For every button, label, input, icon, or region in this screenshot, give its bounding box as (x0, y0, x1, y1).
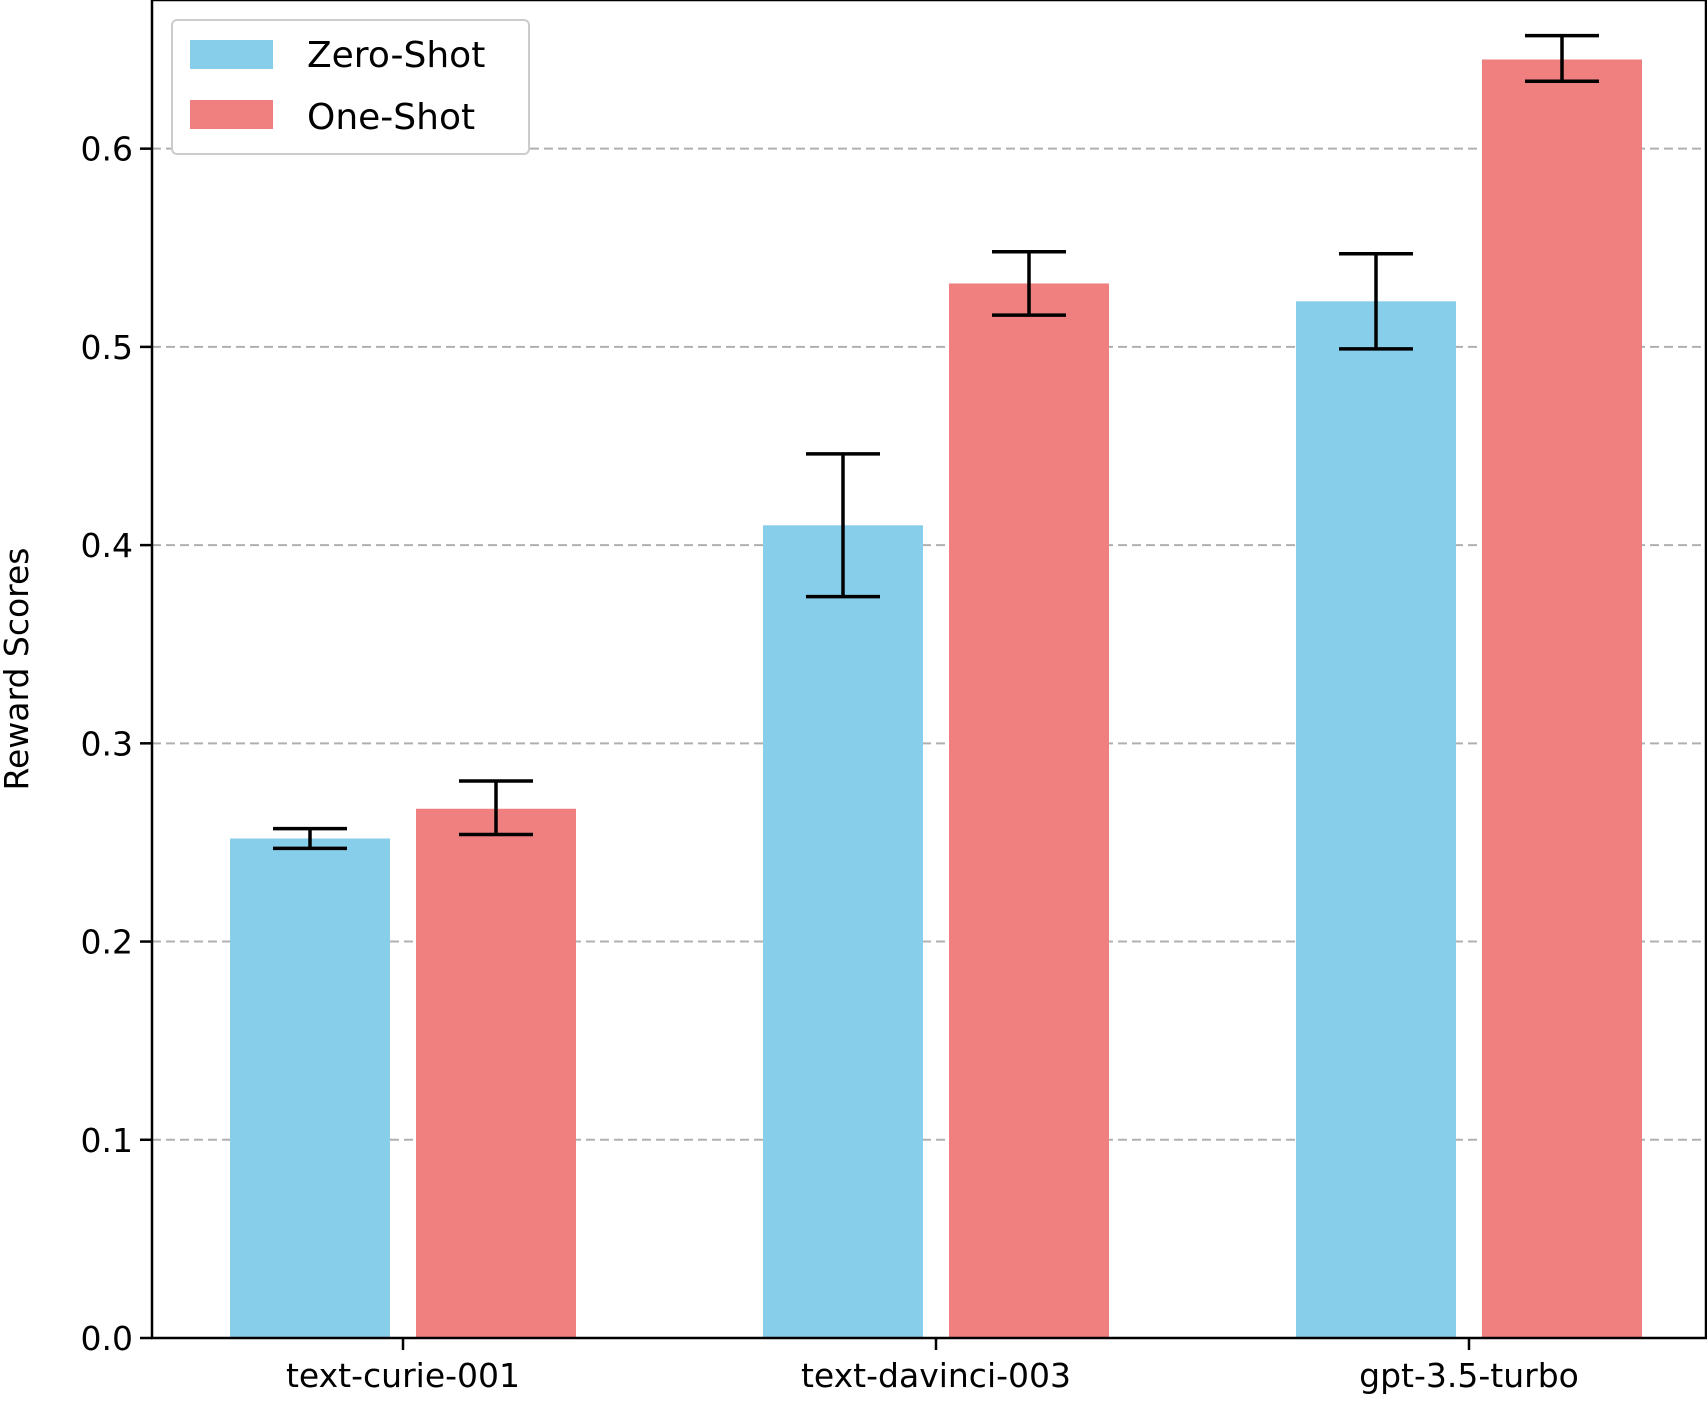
y-tick-label: 0.6 (81, 130, 133, 169)
bar-one-shot-gpt-3-5-turbo (1482, 59, 1642, 1338)
bars (230, 59, 1642, 1338)
bar-zero-shot-text-davinci-003 (763, 525, 923, 1338)
bar-zero-shot-text-curie-001 (230, 838, 390, 1338)
y-axis-ticks: 0.0 0.1 0.2 0.3 0.4 0.5 0.6 (81, 130, 152, 1358)
bar-one-shot-text-curie-001 (416, 808, 576, 1338)
y-axis-label: Reward Scores (0, 547, 36, 790)
y-tick-label: 0.1 (81, 1121, 133, 1160)
legend-swatch-one-shot (190, 100, 273, 129)
x-tick-label: text-davinci-003 (801, 1356, 1071, 1395)
x-tick-label: text-curie-001 (286, 1356, 520, 1395)
legend-swatch-zero-shot (190, 40, 273, 69)
y-tick-label: 0.2 (81, 923, 133, 962)
x-axis-ticks: text-curie-001 text-davinci-003 gpt-3.5-tu… (286, 1338, 1579, 1395)
bar-zero-shot-gpt-3-5-turbo (1296, 301, 1456, 1338)
error-bars (273, 33, 1599, 851)
x-tick-label: gpt-3.5-turbo (1359, 1356, 1579, 1395)
legend-label-one-shot: One-Shot (307, 97, 475, 138)
legend: Zero-Shot One-Shot (171, 19, 530, 155)
plot-frame (150, 0, 1707, 1340)
y-tick-label: 0.4 (81, 526, 133, 565)
y-tick-label: 0.0 (81, 1319, 133, 1358)
legend-label-zero-shot: Zero-Shot (307, 35, 485, 76)
y-tick-label: 0.5 (81, 328, 133, 367)
y-tick-label: 0.3 (81, 724, 133, 763)
bar-one-shot-text-davinci-003 (949, 283, 1109, 1338)
